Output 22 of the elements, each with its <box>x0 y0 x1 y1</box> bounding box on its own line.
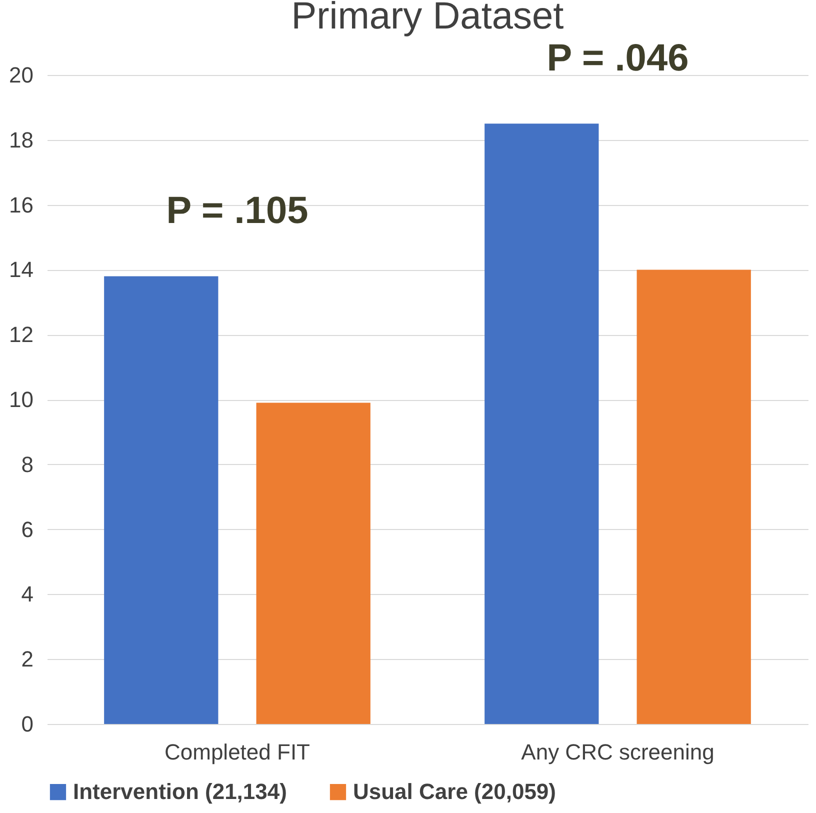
y-tick-label: 12 <box>9 322 34 348</box>
annotation: P = .046 <box>546 38 689 80</box>
y-tick-label: 6 <box>21 516 34 542</box>
bar <box>636 270 751 724</box>
x-tick-label: Any CRC screening <box>521 740 714 764</box>
x-tick-label: Completed FIT <box>164 740 310 764</box>
y-tick-label: 18 <box>9 127 34 152</box>
annotation: P = .105 <box>166 190 308 232</box>
y-tick-label: 0 <box>21 712 34 736</box>
y-tick-label: 4 <box>21 582 34 607</box>
y-tick-label: 14 <box>9 257 34 282</box>
y-tick-label: 16 <box>9 192 34 218</box>
y-tick-label: 2 <box>21 646 34 672</box>
bar <box>256 402 370 724</box>
y-tick-label: 10 <box>9 387 34 412</box>
legend-label: Usual Care (20,059) <box>353 779 556 804</box>
y-tick-label: 8 <box>21 452 34 477</box>
bar <box>104 276 218 724</box>
bar <box>484 124 599 724</box>
y-tick-label: 20 <box>9 62 34 88</box>
chart-title: Primary Dataset <box>291 0 564 38</box>
legend-label: Intervention (21,134) <box>73 779 287 804</box>
